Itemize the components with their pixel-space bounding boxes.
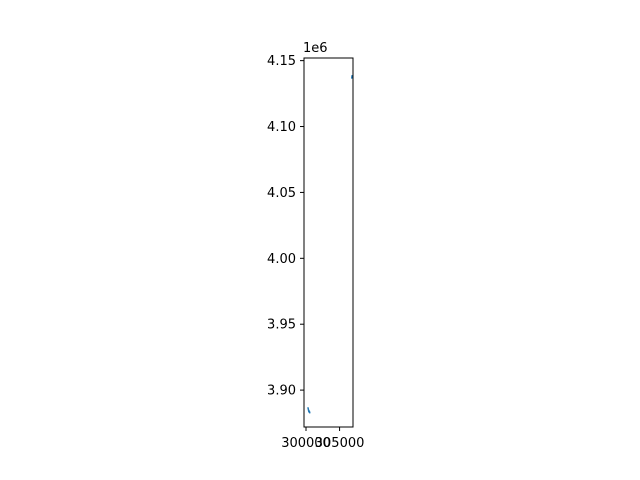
y-tick-label-5: 4.10: [267, 120, 296, 135]
x-tick-label-1: 300000: [281, 436, 331, 451]
y-tick-label-2: 3.95: [267, 318, 296, 333]
plot-frame: [303, 57, 354, 428]
y-tick-label-1: 3.90: [267, 384, 296, 399]
y-offset-label: 1e6: [303, 41, 328, 56]
x-tick-label-2: 305000: [315, 436, 365, 451]
y-tick-label-6: 4.15: [267, 54, 296, 69]
y-tick-label-3: 4.00: [267, 252, 296, 267]
y-tick-label-4: 4.05: [267, 186, 296, 201]
y-axis: 3.90 3.95 4.00 4.05 4.10 4.15: [267, 54, 304, 399]
series-layer: [307, 75, 353, 414]
